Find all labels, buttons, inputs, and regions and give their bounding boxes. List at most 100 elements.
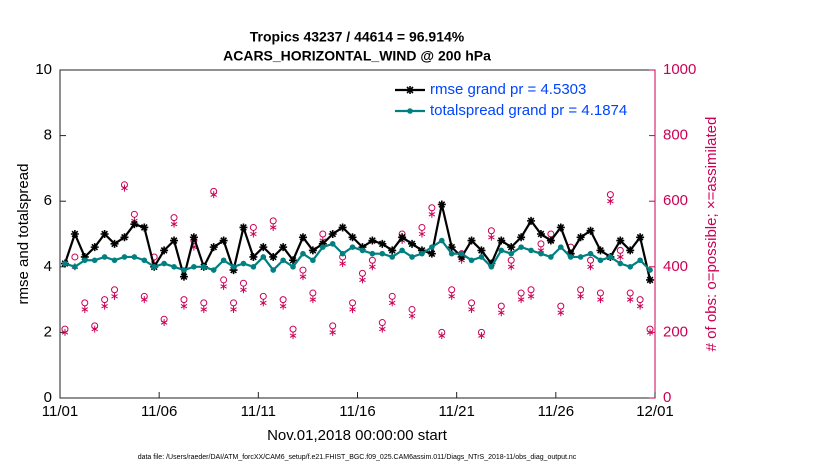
assimilated-obs-marker (349, 305, 356, 313)
possible-obs-marker (319, 230, 327, 238)
series-marker (111, 257, 118, 264)
chart-subtitle: ACARS_HORIZONTAL_WIND @ 200 hPa (223, 48, 491, 64)
assimilated-obs-marker (577, 292, 584, 300)
assimilated-obs-marker (478, 332, 485, 340)
series-marker (270, 267, 277, 273)
legend-marker (406, 86, 414, 94)
assimilated-obs-marker (617, 253, 624, 261)
series-marker (517, 233, 526, 242)
x-tick-label: 11/16 (339, 403, 375, 420)
series-marker (250, 264, 257, 270)
possible-obs-marker (358, 269, 366, 277)
series-marker (130, 220, 139, 229)
series-marker (171, 264, 177, 270)
series-marker (398, 233, 407, 242)
series-marker (557, 244, 564, 250)
y-tick-label: 4 (44, 258, 52, 275)
assimilated-obs-marker (646, 328, 654, 336)
series-marker (300, 250, 306, 257)
assimilated-obs-marker (101, 302, 108, 310)
series-marker (319, 244, 326, 250)
series-marker (279, 243, 288, 252)
series-marker (646, 275, 655, 284)
assimilated-obs-marker (220, 282, 227, 290)
assimilated-obs-marker (141, 296, 148, 304)
series-marker (447, 243, 456, 252)
series-marker (70, 230, 79, 238)
series-marker (607, 254, 614, 260)
series-marker (528, 247, 534, 254)
series-marker (556, 223, 565, 232)
x-tick-label: 11/01 (42, 403, 78, 420)
series-marker (239, 223, 248, 232)
possible-obs-marker (507, 256, 515, 264)
series-marker (289, 256, 298, 265)
series-marker (160, 246, 169, 255)
series-marker (191, 264, 197, 270)
possible-obs-marker (200, 299, 208, 307)
possible-obs-marker (180, 296, 188, 304)
assimilated-obs-marker (636, 302, 644, 310)
possible-obs-marker (606, 191, 614, 199)
series-marker (536, 230, 545, 238)
series-marker (538, 250, 544, 257)
x-tick-label: 11/11 (241, 403, 276, 420)
assimilated-obs-marker (388, 299, 396, 307)
series-marker (151, 264, 158, 270)
assimilated-obs-marker (369, 263, 376, 271)
series-marker (229, 266, 238, 275)
series-marker (120, 233, 129, 242)
assimilated-obs-marker (438, 332, 446, 340)
series-marker (597, 257, 604, 264)
series-marker (378, 239, 387, 248)
y-tick-label: 2 (44, 323, 52, 340)
series-marker (358, 243, 367, 252)
series-marker (359, 247, 366, 254)
series-marker (458, 250, 465, 257)
series-marker (527, 216, 536, 225)
assimilated-obs-marker (408, 312, 416, 320)
series-marker (627, 264, 634, 270)
series-marker (161, 260, 167, 267)
series-marker (110, 239, 119, 248)
assimilated-obs-marker (339, 260, 346, 268)
series-marker (338, 223, 347, 232)
series-marker (587, 250, 594, 257)
series-marker (339, 250, 346, 257)
series-marker (210, 267, 217, 273)
possible-obs-marker (230, 299, 238, 307)
possible-obs-marker (130, 210, 138, 218)
series-marker (467, 236, 476, 245)
series-marker (260, 254, 267, 260)
series-marker (140, 223, 149, 232)
y-tick-label: 10 (35, 61, 52, 78)
series-marker (408, 239, 417, 248)
y2-tick-label: 800 (663, 127, 688, 144)
assimilated-obs-marker (626, 296, 634, 304)
assimilated-obs-marker (468, 305, 475, 313)
possible-obs-marker (468, 299, 476, 307)
x-tick-label: 11/06 (141, 403, 177, 420)
possible-obs-marker (269, 217, 277, 225)
series-marker (626, 246, 635, 255)
legend-label: totalspread grand pr = 4.1874 (430, 102, 627, 119)
assimilated-obs-marker (507, 263, 515, 271)
series-marker (567, 254, 574, 260)
series-marker (586, 226, 595, 235)
series-marker (81, 257, 88, 264)
series-marker (131, 254, 138, 260)
y-tick-label: 8 (44, 127, 52, 144)
series-marker (616, 236, 625, 245)
series-marker (419, 250, 425, 257)
y-axis-label: rmse and totalspread (15, 164, 32, 305)
assimilated-obs-marker (299, 273, 307, 281)
assimilated-obs-marker (428, 210, 436, 218)
series-marker (477, 246, 486, 255)
series-marker (62, 260, 68, 267)
possible-obs-marker (349, 299, 357, 307)
y-tick-label: 6 (44, 192, 52, 209)
series-marker (448, 250, 455, 257)
assimilated-obs-marker (160, 319, 168, 327)
series-marker (548, 254, 554, 260)
series-marker (507, 243, 516, 252)
